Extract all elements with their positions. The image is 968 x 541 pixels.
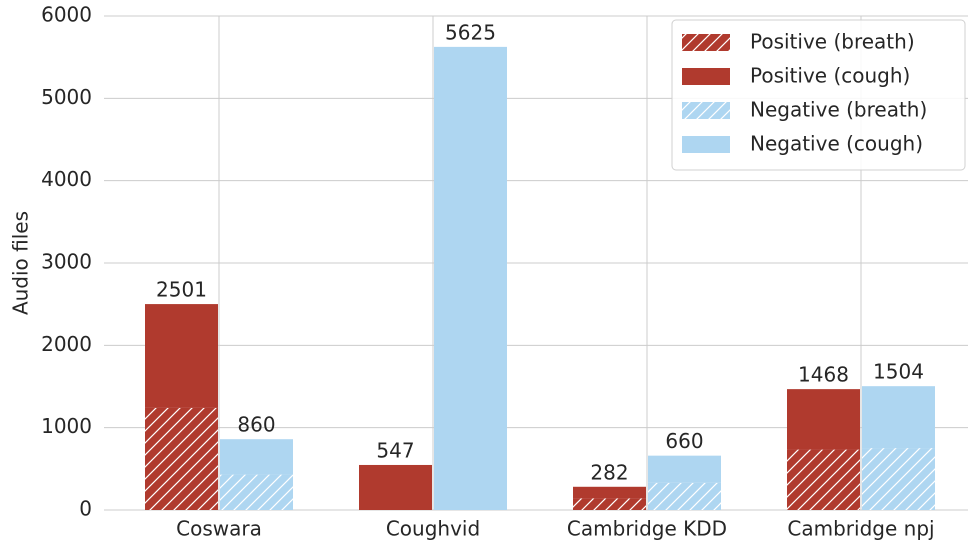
bar-segment [787, 449, 860, 510]
hatch [787, 449, 860, 510]
bar [434, 46, 507, 510]
legend-patch [682, 136, 730, 153]
hatch [220, 474, 293, 510]
y-tick-label: 3000 [41, 250, 92, 274]
bar [573, 486, 646, 499]
bar-segment [573, 486, 646, 499]
legend-box [671, 19, 966, 171]
hatch [573, 498, 646, 510]
y-tick-label: 4000 [41, 167, 92, 191]
bar-segment [434, 46, 507, 510]
hatch [145, 407, 218, 510]
data-label: 5625 [445, 20, 496, 44]
bar-segment [862, 386, 935, 449]
y-tick-label: 5000 [41, 85, 92, 109]
data-label: 860 [237, 413, 275, 437]
data-label: 547 [376, 438, 414, 462]
data-label: 1468 [798, 363, 849, 387]
bar [787, 389, 860, 450]
bar-segment [359, 464, 432, 510]
bar-segment [862, 448, 935, 510]
bar [359, 464, 432, 510]
legend-hatch [682, 102, 730, 119]
bar-segment [220, 439, 293, 475]
bar [220, 439, 293, 475]
bar [145, 304, 218, 408]
bar-segment [220, 474, 293, 510]
legend-patch [682, 68, 730, 85]
y-tick-label: 0 [79, 497, 92, 521]
x-tick-label: Coswara [176, 517, 262, 541]
data-label: 660 [665, 429, 703, 453]
data-label: 2501 [156, 278, 207, 302]
bar-segment [573, 498, 646, 510]
hatch [648, 482, 721, 510]
legend-label: Positive (cough) [750, 64, 910, 88]
bar [862, 386, 935, 449]
legend-hatch [682, 34, 730, 51]
data-label: 1504 [873, 360, 924, 384]
hatch [862, 448, 935, 510]
bar-segment [648, 482, 721, 510]
data-label: 282 [590, 460, 628, 484]
bar-segment [145, 407, 218, 510]
bar-segment [787, 389, 860, 450]
x-tick-label: Cambridge npj [787, 517, 934, 541]
legend-label: Positive (breath) [750, 30, 915, 54]
bar [648, 455, 721, 483]
y-tick-label: 2000 [41, 332, 92, 356]
bar-segment [648, 455, 721, 483]
y-tick-label: 6000 [41, 3, 92, 27]
x-tick-label: Cambridge KDD [567, 517, 727, 541]
legend-label: Negative (breath) [750, 98, 927, 122]
y-tick-label: 1000 [41, 414, 92, 438]
bar-segment [145, 304, 218, 408]
x-tick-label: Coughvid [386, 517, 480, 541]
legend-label: Negative (cough) [750, 132, 923, 156]
y-axis-label: Audio files [9, 211, 33, 315]
